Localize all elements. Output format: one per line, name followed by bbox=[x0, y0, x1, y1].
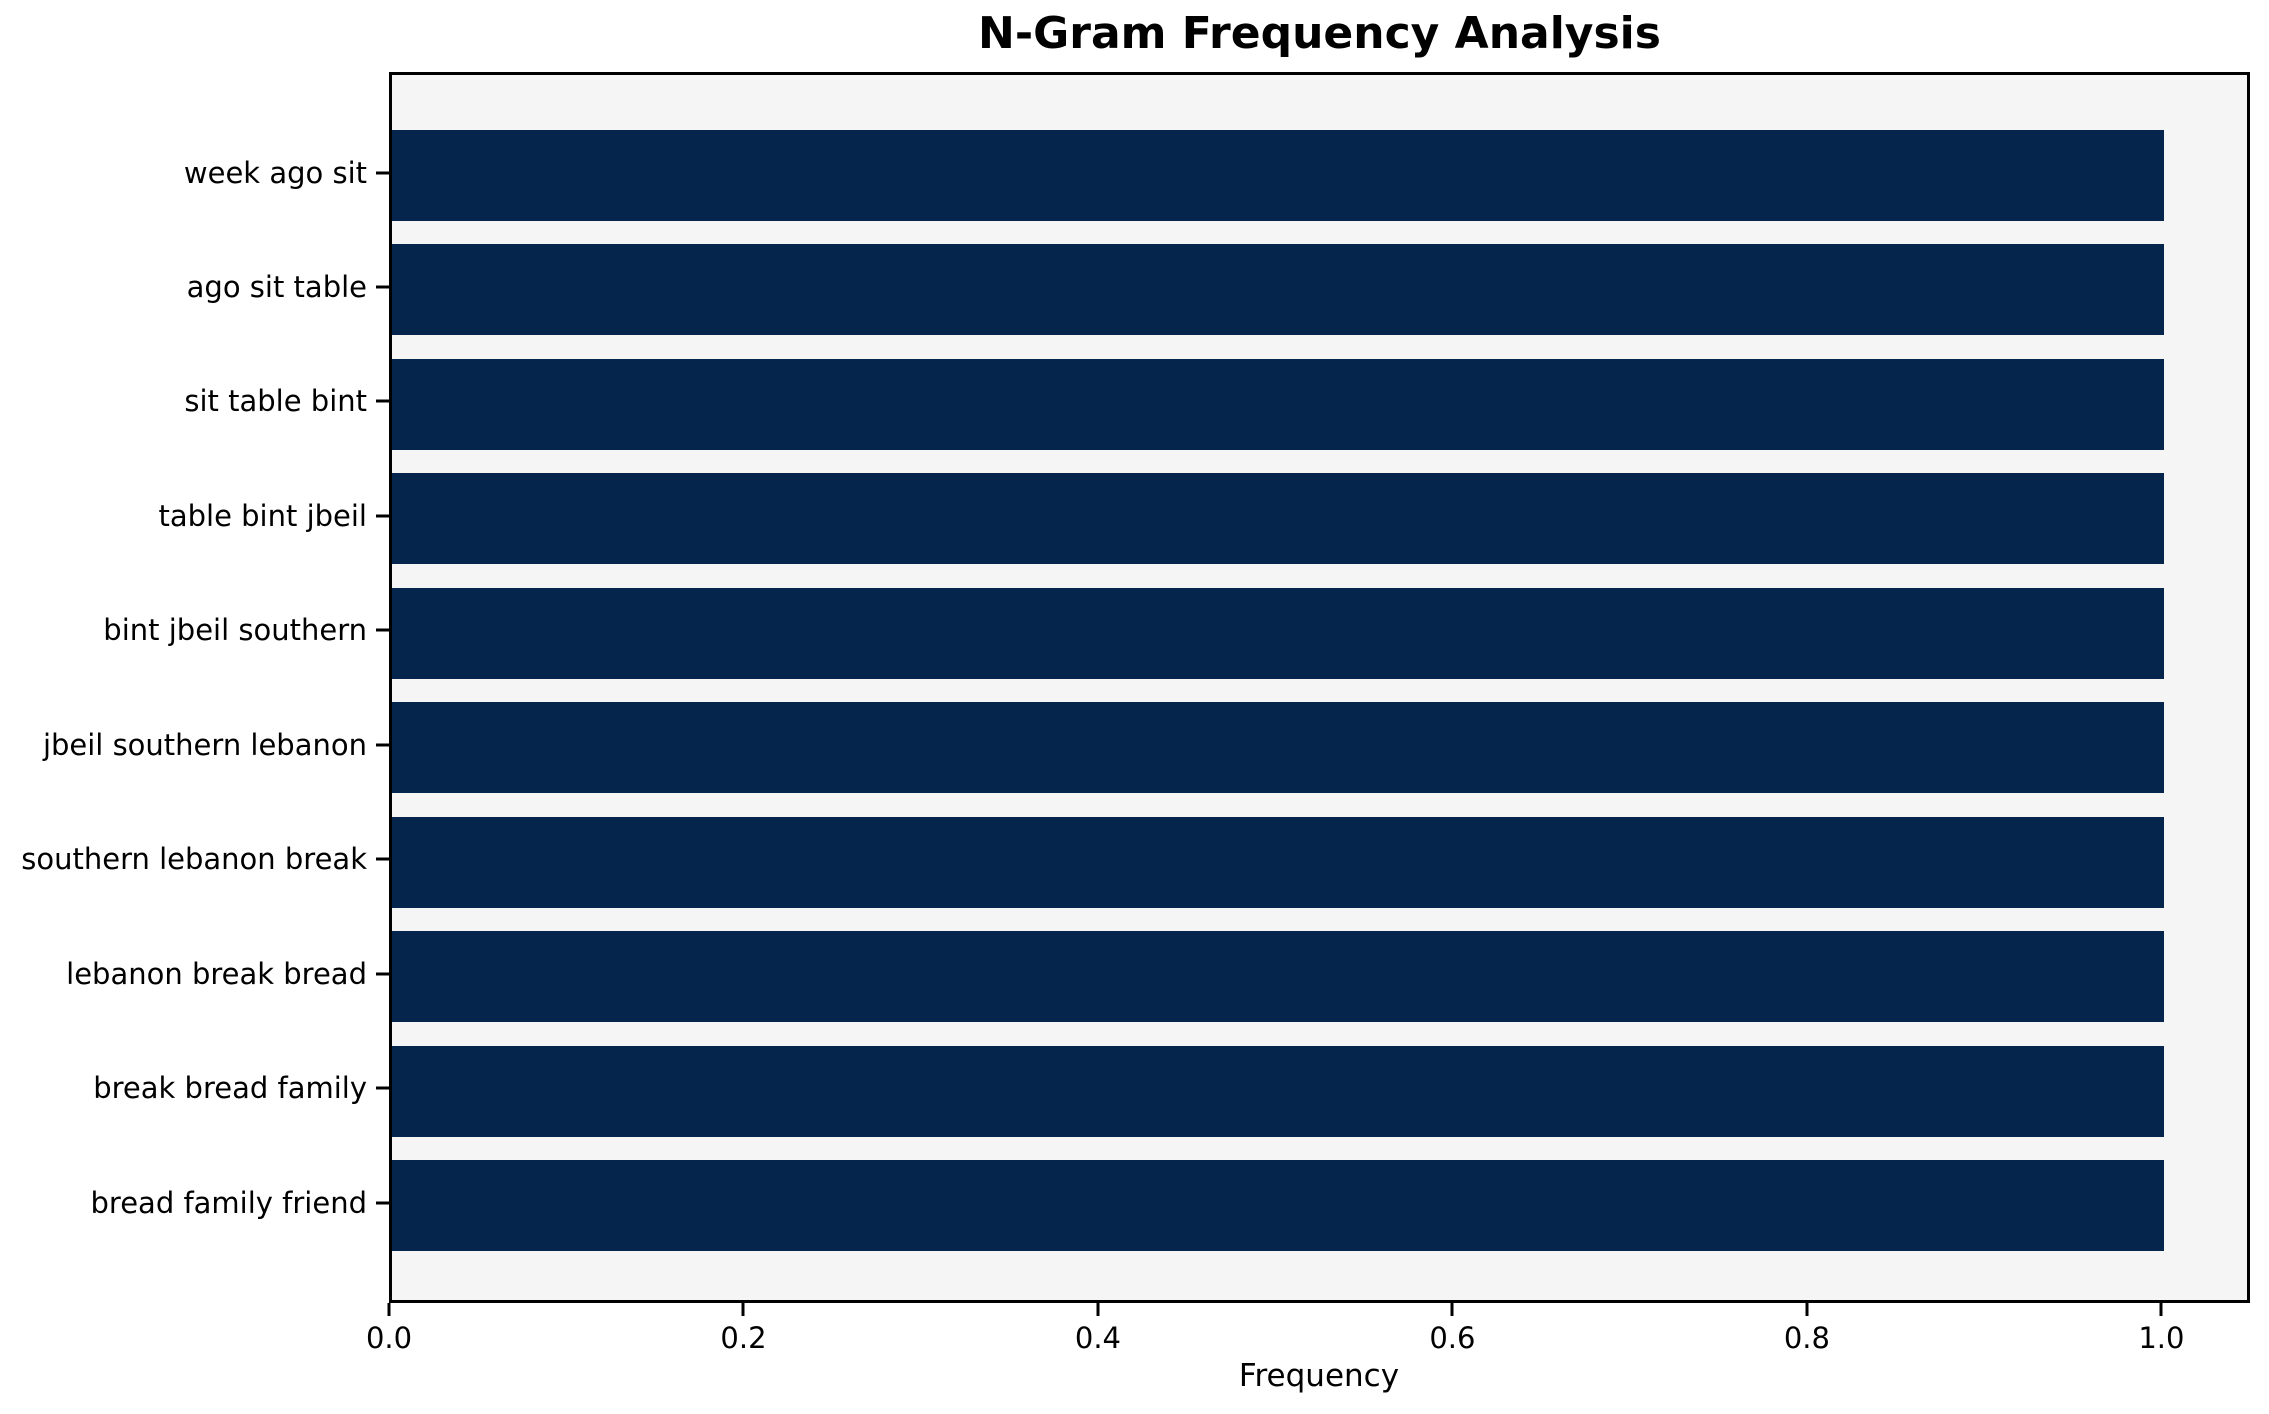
y-tick-mark bbox=[376, 171, 389, 174]
bar bbox=[392, 358, 2165, 450]
bar bbox=[392, 473, 2165, 565]
y-tick-mark bbox=[376, 514, 389, 518]
bar bbox=[392, 1045, 2165, 1137]
y-tick-mark bbox=[376, 743, 389, 747]
y-tick-label: bread family friend bbox=[90, 1185, 367, 1220]
y-tick-label: sit table bint bbox=[184, 384, 367, 419]
chart-title: N-Gram Frequency Analysis bbox=[978, 8, 1661, 59]
bar bbox=[392, 587, 2165, 679]
x-tick-mark bbox=[1450, 1303, 1454, 1316]
x-tick-label: 1.0 bbox=[2138, 1321, 2185, 1355]
bar bbox=[392, 816, 2165, 908]
x-tick-label: 0.4 bbox=[1074, 1321, 1121, 1355]
x-tick-mark bbox=[387, 1303, 391, 1316]
y-tick-mark bbox=[376, 285, 389, 289]
plot-area bbox=[389, 72, 2250, 1303]
bar bbox=[392, 130, 2165, 221]
x-tick-mark bbox=[1805, 1303, 1809, 1316]
y-tick-label: week ago sit bbox=[183, 155, 367, 190]
y-tick-label: jbeil southern lebanon bbox=[42, 727, 367, 762]
y-tick-label: lebanon break bread bbox=[66, 956, 367, 991]
x-tick-label: 0.6 bbox=[1429, 1321, 1476, 1355]
x-tick-mark bbox=[2159, 1303, 2163, 1316]
y-tick-label: bint jbeil southern bbox=[103, 613, 367, 648]
bar bbox=[392, 1160, 2165, 1251]
y-tick-mark bbox=[376, 399, 389, 403]
y-tick-mark bbox=[376, 972, 389, 976]
x-tick-label: 0.2 bbox=[720, 1321, 767, 1355]
x-tick-label: 0.0 bbox=[365, 1321, 413, 1355]
y-tick-label: table bint jbeil bbox=[158, 498, 367, 533]
x-tick-mark bbox=[1096, 1303, 1100, 1316]
x-tick-label: 0.8 bbox=[1783, 1321, 1830, 1355]
y-tick-label: ago sit table bbox=[186, 269, 367, 304]
x-tick-mark bbox=[741, 1303, 745, 1316]
y-tick-mark bbox=[376, 628, 389, 632]
y-tick-mark bbox=[376, 1201, 389, 1204]
y-tick-label: southern lebanon break bbox=[21, 842, 367, 877]
y-tick-label: break bread family bbox=[93, 1071, 367, 1106]
y-tick-mark bbox=[376, 1086, 389, 1090]
y-tick-mark bbox=[376, 857, 389, 861]
bar bbox=[392, 244, 2165, 336]
bar bbox=[392, 931, 2165, 1023]
bar bbox=[392, 702, 2165, 794]
x-axis-title: Frequency bbox=[1238, 1358, 1400, 1394]
